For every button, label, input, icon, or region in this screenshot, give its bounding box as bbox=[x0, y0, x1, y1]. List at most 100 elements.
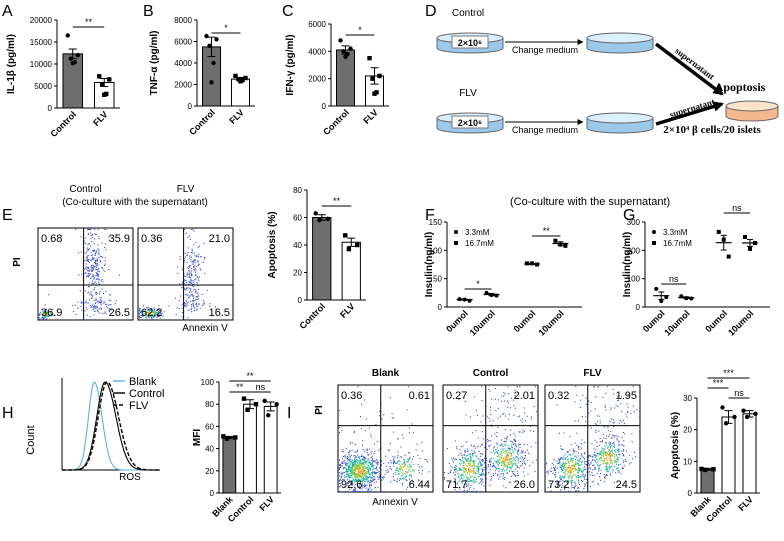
event-dot bbox=[504, 440, 506, 442]
event-dot bbox=[474, 481, 476, 484]
event-dot bbox=[351, 480, 353, 482]
event-dot bbox=[514, 458, 516, 460]
event-dot bbox=[524, 412, 526, 414]
event-dot bbox=[339, 478, 341, 481]
event-dot bbox=[353, 462, 355, 464]
event-dot bbox=[555, 466, 557, 468]
event-dot bbox=[584, 486, 586, 488]
event-dot bbox=[470, 463, 472, 465]
event-dot bbox=[575, 469, 577, 471]
event-dot bbox=[355, 479, 357, 481]
dish-top bbox=[586, 112, 654, 124]
event-dot bbox=[104, 311, 106, 313]
event-dot bbox=[407, 486, 409, 488]
event-dot bbox=[574, 401, 576, 403]
event-dot bbox=[344, 456, 346, 458]
event-dot bbox=[448, 462, 450, 465]
event-dot bbox=[512, 465, 514, 467]
event-dot bbox=[96, 272, 98, 275]
event-dot bbox=[600, 479, 602, 481]
event-dot bbox=[345, 457, 347, 459]
event-dot bbox=[347, 490, 349, 493]
event-dot bbox=[138, 309, 141, 311]
step-label: Change medium bbox=[512, 45, 578, 55]
event-dot bbox=[627, 411, 629, 414]
event-dot bbox=[522, 450, 524, 452]
event-dot bbox=[86, 256, 88, 258]
event-dot bbox=[187, 309, 189, 311]
event-dot bbox=[101, 300, 103, 302]
event-dot bbox=[582, 480, 584, 482]
event-dot bbox=[191, 248, 193, 250]
event-dot bbox=[195, 269, 197, 271]
event-dot bbox=[369, 482, 371, 484]
event-dot bbox=[604, 477, 606, 479]
event-dot bbox=[560, 468, 562, 470]
event-dot bbox=[514, 439, 516, 441]
data-point bbox=[243, 75, 248, 81]
event-dot bbox=[521, 464, 523, 466]
event-dot bbox=[558, 462, 560, 464]
event-dot bbox=[363, 470, 365, 473]
event-dot bbox=[347, 483, 349, 485]
event-dot bbox=[511, 471, 513, 473]
event-dot bbox=[568, 466, 570, 468]
event-dot bbox=[464, 483, 466, 485]
event-dot bbox=[580, 443, 583, 445]
event-dot bbox=[152, 310, 154, 312]
event-dot bbox=[487, 439, 489, 441]
event-dot bbox=[517, 459, 519, 461]
event-dot bbox=[545, 471, 548, 473]
event-dot bbox=[404, 473, 406, 475]
event-dot bbox=[553, 464, 555, 466]
event-dot bbox=[508, 447, 510, 449]
event-dot bbox=[190, 270, 192, 272]
chart-title: (Co-culture with the supernatant) bbox=[510, 196, 670, 208]
event-dot bbox=[560, 490, 562, 493]
event-dot bbox=[578, 466, 580, 469]
bar bbox=[263, 405, 278, 494]
event-dot bbox=[511, 441, 513, 443]
event-dot bbox=[537, 455, 539, 457]
event-dot bbox=[625, 461, 627, 463]
event-dot bbox=[494, 472, 496, 474]
quadrant-percent: 71.7 bbox=[446, 479, 467, 491]
event-dot bbox=[562, 459, 564, 461]
event-dot bbox=[368, 475, 370, 477]
event-dot bbox=[520, 419, 522, 421]
event-dot bbox=[152, 311, 154, 313]
event-dot bbox=[193, 266, 195, 268]
event-dot bbox=[601, 449, 603, 451]
event-dot bbox=[506, 400, 509, 402]
event-dot bbox=[86, 247, 88, 249]
event-dot bbox=[584, 441, 586, 444]
event-dot bbox=[421, 466, 423, 468]
event-dot bbox=[348, 460, 351, 462]
event-dot bbox=[374, 476, 376, 478]
event-dot bbox=[359, 466, 362, 468]
event-dot bbox=[617, 459, 619, 461]
event-dot bbox=[560, 445, 562, 447]
event-dot bbox=[516, 473, 519, 475]
event-dot bbox=[599, 465, 601, 467]
event-dot bbox=[42, 316, 44, 318]
event-dot bbox=[186, 287, 188, 289]
event-dot bbox=[353, 469, 355, 471]
event-dot bbox=[350, 469, 352, 471]
event-dot bbox=[510, 463, 512, 465]
event-dot bbox=[340, 479, 342, 481]
event-dot bbox=[501, 400, 503, 402]
event-dot bbox=[510, 466, 512, 468]
event-dot bbox=[419, 457, 421, 460]
event-dot bbox=[349, 450, 351, 452]
event-dot bbox=[537, 404, 539, 406]
event-dot bbox=[627, 411, 629, 413]
event-dot bbox=[363, 461, 365, 463]
event-dot bbox=[371, 455, 373, 457]
event-dot bbox=[610, 461, 612, 463]
event-dot bbox=[348, 467, 350, 469]
event-dot bbox=[371, 471, 373, 473]
event-dot bbox=[89, 304, 91, 306]
event-dot bbox=[52, 309, 54, 311]
event-dot bbox=[348, 468, 350, 471]
